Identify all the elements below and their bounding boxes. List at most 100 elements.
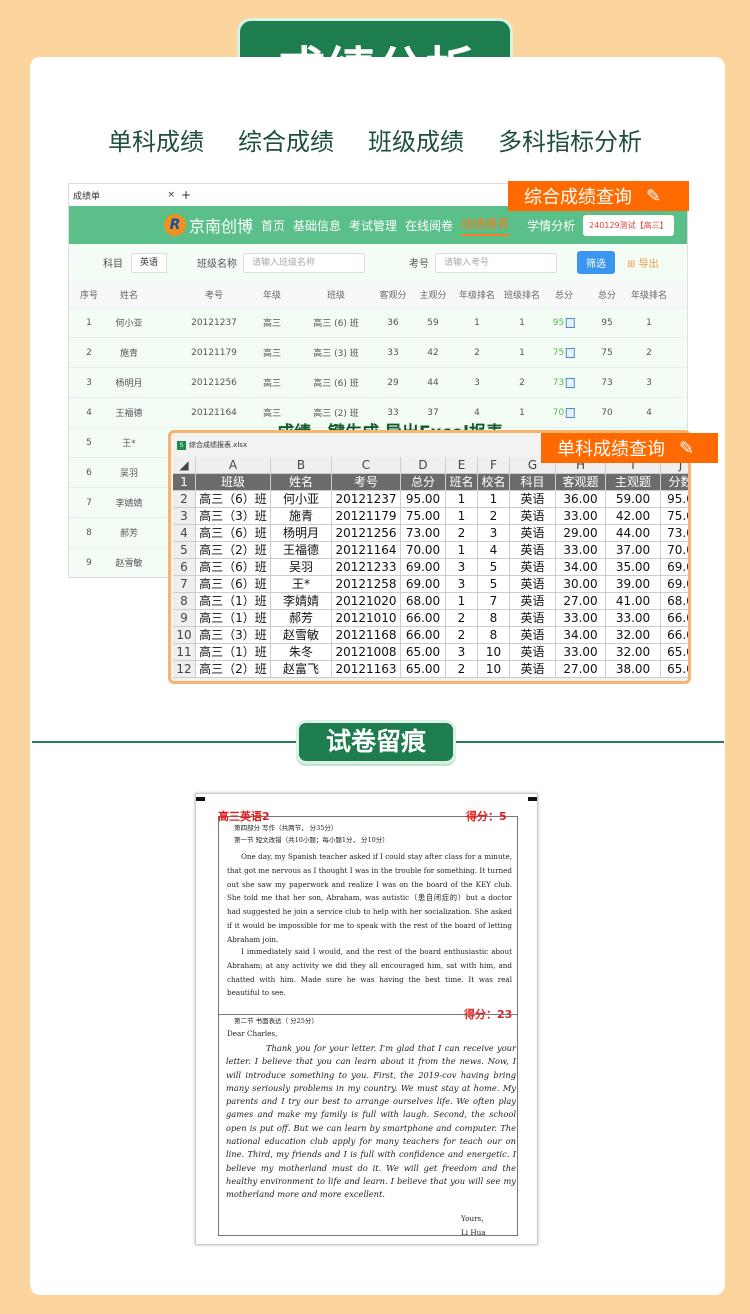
class-name-input[interactable]: 请输入班级名称 bbox=[243, 252, 366, 273]
sheet-cell[interactable]: 高三（3）班 bbox=[196, 508, 271, 525]
row-number[interactable]: 10 bbox=[173, 627, 196, 644]
sheet-cell[interactable]: 科目 bbox=[510, 474, 556, 491]
sheet-cell[interactable]: 英语 bbox=[510, 627, 556, 644]
sheet-cell[interactable]: B bbox=[271, 457, 332, 474]
exam-selector[interactable]: 240129测试【高三】 bbox=[583, 214, 674, 236]
sheet-cell[interactable]: 姓名 bbox=[271, 474, 332, 491]
sheet-cell[interactable]: 朱冬 bbox=[271, 644, 332, 661]
table-row[interactable]: 4 王福德 20121164 高三 高三 (2) 班 33 37 4 1 70 70 4 bbox=[69, 398, 687, 428]
sheet-cell[interactable]: 65.0 bbox=[661, 644, 688, 661]
sheet-cell[interactable]: 33.00 bbox=[556, 644, 606, 661]
sheet-cell[interactable]: 高三（6）班 bbox=[196, 559, 271, 576]
exam-no-input[interactable]: 请输入考号 bbox=[435, 252, 558, 273]
sheet-cell[interactable]: 69.0 bbox=[661, 576, 688, 593]
sheet-cell[interactable]: 高三（1）班 bbox=[196, 610, 271, 627]
report-icon[interactable] bbox=[566, 317, 576, 328]
sheet-cell[interactable]: 英语 bbox=[510, 593, 556, 610]
sheet-cell[interactable]: 65.0 bbox=[661, 661, 688, 678]
sheet-cell[interactable]: 校名 bbox=[478, 474, 510, 491]
nav-exam-management[interactable]: 考试管理 bbox=[349, 218, 398, 233]
nav-learning-analysis[interactable]: 学情分析 bbox=[527, 218, 576, 233]
sheet-cell[interactable]: 10 bbox=[478, 644, 510, 661]
sheet-cell[interactable]: 59.00 bbox=[606, 491, 661, 508]
sheet-cell[interactable]: 39.00 bbox=[606, 576, 661, 593]
close-icon[interactable]: × bbox=[167, 190, 175, 200]
sheet-cell[interactable]: 考号 bbox=[332, 474, 401, 491]
sheet-cell[interactable]: 1 bbox=[446, 542, 478, 559]
sheet-cell[interactable]: 8 bbox=[478, 610, 510, 627]
sheet-cell[interactable]: 郝芳 bbox=[271, 610, 332, 627]
report-icon[interactable] bbox=[566, 407, 576, 418]
sheet-cell[interactable]: 20121258 bbox=[332, 576, 401, 593]
sheet-cell[interactable]: 95.00 bbox=[401, 491, 446, 508]
sheet-cell[interactable]: 高三（6）班 bbox=[196, 491, 271, 508]
sheet-cell[interactable]: 施青 bbox=[271, 508, 332, 525]
row-number[interactable]: 6 bbox=[173, 559, 196, 576]
sheet-cell[interactable]: 1 bbox=[446, 491, 478, 508]
sheet-cell[interactable]: 69.00 bbox=[401, 559, 446, 576]
sheet-cell[interactable]: E bbox=[446, 457, 478, 474]
sheet-cell[interactable]: 3 bbox=[478, 525, 510, 542]
sheet-cell[interactable]: 30.00 bbox=[556, 576, 606, 593]
sheet-cell[interactable]: 65.00 bbox=[401, 661, 446, 678]
sheet-cell[interactable]: 70.00 bbox=[401, 542, 446, 559]
sheet-cell[interactable]: 高三（2）班 bbox=[196, 542, 271, 559]
sheet-cell[interactable]: 20121256 bbox=[332, 525, 401, 542]
sheet-cell[interactable]: 高三（2）班 bbox=[196, 661, 271, 678]
sheet-cell[interactable]: 66.0 bbox=[661, 610, 688, 627]
sheet-cell[interactable]: 75.00 bbox=[401, 508, 446, 525]
sheet-cell[interactable]: 5 bbox=[478, 576, 510, 593]
sheet-cell[interactable]: 20121020 bbox=[332, 593, 401, 610]
row-number[interactable]: 1 bbox=[173, 474, 196, 491]
sheet-cell[interactable]: 73.00 bbox=[401, 525, 446, 542]
excel-file-tab[interactable]: S 综合成绩报表.xlsx bbox=[171, 433, 688, 457]
sheet-cell[interactable]: 何小亚 bbox=[271, 491, 332, 508]
sheet-cell[interactable]: 3 bbox=[446, 576, 478, 593]
browser-tab[interactable]: 成绩单 × bbox=[69, 189, 181, 202]
table-row[interactable]: 1 何小亚 20121237 高三 高三 (6) 班 36 59 1 1 95 95 1 bbox=[69, 308, 687, 338]
sheet-cell[interactable]: 75.0 bbox=[661, 508, 688, 525]
sheet-cell[interactable]: 高三（1）班 bbox=[196, 593, 271, 610]
sheet-cell[interactable]: 20121164 bbox=[332, 542, 401, 559]
sheet-cell[interactable]: 66.00 bbox=[401, 627, 446, 644]
sheet-cell[interactable]: F bbox=[478, 457, 510, 474]
sheet-cell[interactable]: 赵雪敏 bbox=[271, 627, 332, 644]
row-number[interactable]: 9 bbox=[173, 610, 196, 627]
sheet-cell[interactable]: 41.00 bbox=[606, 593, 661, 610]
sheet-cell[interactable]: 4 bbox=[478, 542, 510, 559]
nav-score-report[interactable]: 成绩报表 bbox=[461, 215, 510, 236]
table-row[interactable]: 3 杨明月 20121256 高三 高三 (6) 班 29 44 3 2 73 73 3 bbox=[69, 368, 687, 398]
row-number[interactable]: 4 bbox=[173, 525, 196, 542]
sheet-cell[interactable]: 杨明月 bbox=[271, 525, 332, 542]
sheet-cell[interactable]: 8 bbox=[478, 627, 510, 644]
nav-basic-info[interactable]: 基础信息 bbox=[293, 218, 342, 233]
nav-online-marking[interactable]: 在线阅卷 bbox=[405, 218, 454, 233]
row-number[interactable]: 12 bbox=[173, 661, 196, 678]
sheet-cell[interactable]: 66.0 bbox=[661, 627, 688, 644]
sheet-cell[interactable]: 34.00 bbox=[556, 559, 606, 576]
sheet-cell[interactable]: 33.00 bbox=[556, 508, 606, 525]
sheet-cell[interactable]: 2 bbox=[446, 610, 478, 627]
sheet-cell[interactable]: 29.00 bbox=[556, 525, 606, 542]
sheet-cell[interactable]: 赵富飞 bbox=[271, 661, 332, 678]
sheet-cell[interactable]: 2 bbox=[446, 525, 478, 542]
sheet-cell[interactable]: 73.0 bbox=[661, 525, 688, 542]
sheet-cell[interactable]: 68.0 bbox=[661, 593, 688, 610]
sheet-cell[interactable]: 69.0 bbox=[661, 559, 688, 576]
row-number[interactable]: ◢ bbox=[173, 457, 196, 474]
sheet-cell[interactable]: 英语 bbox=[510, 542, 556, 559]
sheet-cell[interactable]: 20121179 bbox=[332, 508, 401, 525]
sheet-cell[interactable]: 3 bbox=[446, 559, 478, 576]
sheet-cell[interactable]: 英语 bbox=[510, 644, 556, 661]
filter-button[interactable]: 筛选 bbox=[577, 251, 616, 274]
sheet-cell[interactable]: 27.00 bbox=[556, 593, 606, 610]
sheet-cell[interactable]: 20121237 bbox=[332, 491, 401, 508]
sheet-cell[interactable]: 高三（6）班 bbox=[196, 576, 271, 593]
sheet-cell[interactable]: 42.00 bbox=[606, 508, 661, 525]
sheet-cell[interactable]: 英语 bbox=[510, 525, 556, 542]
sheet-cell[interactable]: 27.00 bbox=[556, 661, 606, 678]
sheet-cell[interactable]: 95.0 bbox=[661, 491, 688, 508]
sheet-cell[interactable]: 英语 bbox=[510, 508, 556, 525]
sheet-cell[interactable]: 20121163 bbox=[332, 661, 401, 678]
sheet-cell[interactable]: 37.00 bbox=[606, 542, 661, 559]
